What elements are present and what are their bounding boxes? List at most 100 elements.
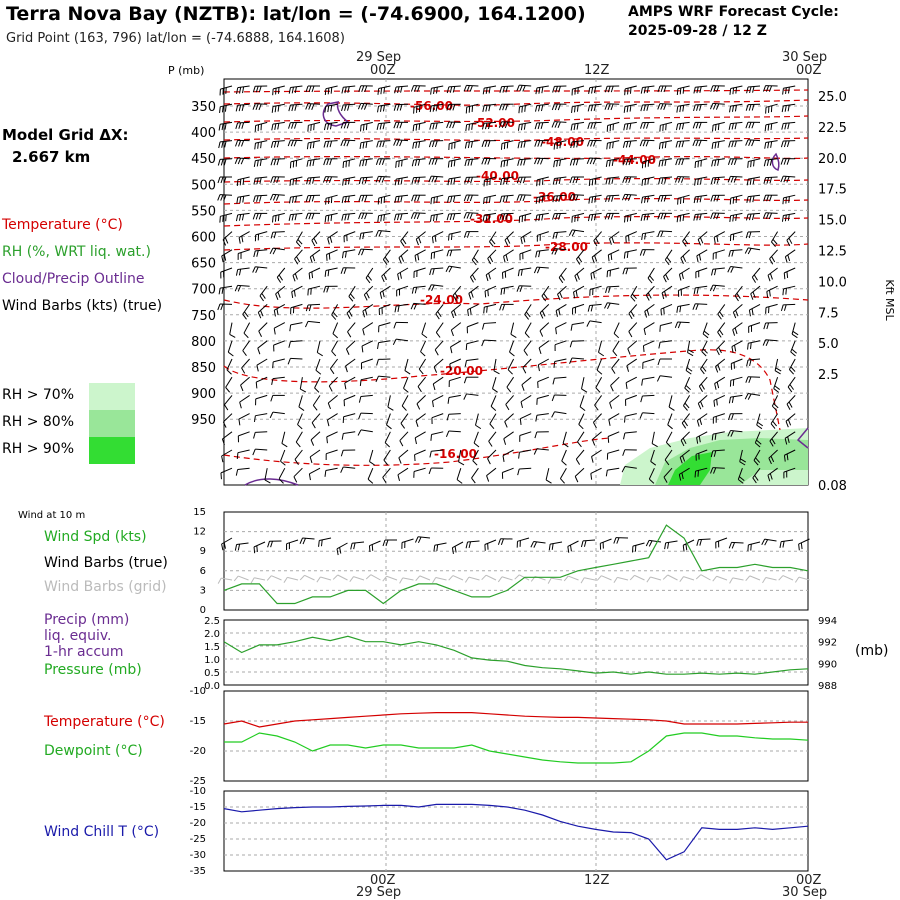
cross-section-wind-barb (745, 231, 761, 239)
cross-section-wind-barb (229, 322, 236, 338)
cross-section-wind-barb (608, 413, 620, 426)
cross-section-wind-barb (238, 231, 250, 244)
cross-section-wind-barb (657, 212, 673, 220)
cross-section-wind-barb (551, 121, 567, 129)
cross-section-wind-barb (341, 431, 356, 440)
cross-section-wind-barb (586, 157, 602, 165)
cross-section-wind-barb (270, 140, 285, 148)
cross-section-wind-barb (469, 267, 479, 283)
cross-section-wind-barb (701, 340, 708, 357)
cross-section-wind-barb (658, 340, 673, 349)
cross-section-wind-barb (622, 158, 637, 166)
cross-section-wind-barb (609, 395, 620, 409)
cross-section-wind-barb (238, 413, 250, 426)
cross-section-wind-barb (253, 176, 268, 185)
cross-section-wind-barb (605, 158, 620, 167)
cross-section-wind-barb (664, 249, 673, 266)
cross-section-wind-barb (710, 449, 725, 458)
cross-section-wind-barb (429, 449, 444, 458)
cross-section-wind-barb (222, 231, 233, 246)
cross-section-wind-barb (536, 231, 549, 242)
bottom-hour-2: 12Z (584, 873, 610, 888)
wind-barb-grid (729, 577, 744, 584)
cross-section-wind-barb (416, 395, 426, 410)
wind-barb-grid (547, 577, 563, 584)
cross-section-wind-barb (516, 285, 532, 292)
cross-section-wind-barb (645, 285, 655, 301)
wind-barb-true (779, 539, 794, 548)
cross-section-wind-barb (533, 266, 549, 274)
cross-section-wind-barb (290, 303, 303, 315)
cross-section-wind-barb (324, 467, 338, 477)
cross-section-wind-barb (365, 267, 374, 284)
cross-section-wind-barb (377, 212, 391, 223)
cross-section-wind-barb (235, 467, 250, 476)
cross-section-wind-barb (551, 411, 567, 418)
cross-section-wind-barb (577, 431, 585, 448)
cross-section-wind-barb (288, 121, 303, 129)
wind-barb-true (664, 540, 678, 550)
cross-section-wind-barb (641, 158, 655, 169)
cross-section-wind-barb (729, 103, 743, 113)
temp-panel-frame (223, 690, 809, 782)
cross-section-wind-barb (387, 395, 394, 411)
legend-precip-accum: 1-hr accum (44, 644, 124, 660)
wind-barb-true (286, 539, 299, 551)
cross-section-wind-barb (295, 231, 303, 248)
cross-section-wind-barb (624, 413, 637, 423)
cross-section-wind-barb (428, 175, 444, 183)
cross-section-wind-barb (625, 376, 638, 389)
cross-section-wind-barb (659, 121, 673, 132)
cross-section-wind-barb (555, 322, 567, 335)
isotherm-label: -40.00 (476, 169, 519, 183)
cross-section-wind-barb (729, 212, 743, 223)
cross-section-wind-barb (481, 322, 497, 330)
cross-section-wind-barb (504, 413, 514, 428)
cross-section-wind-barb (254, 121, 268, 132)
temp-tick-label: -15 (190, 716, 206, 727)
cross-section-wind-barb (253, 194, 268, 203)
wind-barb-true (580, 539, 596, 548)
wind-barb-true (318, 537, 332, 547)
cross-section-wind-barb (623, 431, 637, 440)
cross-section-wind-barb (545, 468, 552, 484)
cross-section-wind-barb (729, 85, 743, 95)
cross-section-wind-barb (579, 395, 586, 411)
wind-barb-grid (497, 576, 513, 583)
cross-section-wind-barb (463, 194, 479, 202)
cross-section-wind-barb (692, 139, 708, 147)
cross-section-wind-barb (345, 340, 356, 355)
cross-section-wind-barb (731, 340, 743, 353)
cross-section-wind-barb (326, 249, 338, 261)
cross-section-wind-barb (367, 468, 374, 484)
cross-section-wind-barb (700, 358, 708, 375)
cross-section-wind-barb (450, 340, 462, 354)
cross-section-wind-barb (492, 377, 498, 393)
cross-section-wind-barb (569, 194, 585, 201)
cross-section-wind-barb (535, 212, 549, 222)
wind-barb-true (798, 538, 810, 551)
cross-section-wind-barb (745, 376, 761, 383)
cross-section-wind-barb (226, 358, 233, 375)
cross-section-wind-barb (728, 413, 743, 420)
cross-section-wind-barb (784, 249, 796, 263)
cross-section-wind-barb (628, 304, 638, 320)
cross-section-wind-barb (676, 303, 690, 313)
cross-section-wind-barb (236, 176, 250, 187)
cross-section-wind-barb (534, 431, 549, 439)
cross-section-wind-barb (591, 249, 602, 264)
cross-section-wind-barb (581, 377, 588, 393)
cross-section-wind-barb (695, 449, 708, 461)
cross-section-wind-barb (273, 303, 286, 317)
cross-section-wind-barb (411, 285, 426, 294)
height-tick-label: 20.0 (818, 152, 847, 167)
cross-section-wind-barb (395, 158, 409, 168)
cross-section-wind-barb (572, 303, 585, 315)
cross-section-wind-barb (517, 140, 532, 149)
cross-section-wind-barb (220, 467, 233, 480)
cross-section-wind-barb (516, 194, 532, 202)
windchill-panel-frame (223, 790, 809, 872)
cross-section-wind-barb (745, 103, 761, 111)
cross-section-wind-barb (640, 85, 655, 94)
cross-section-wind-barb (710, 467, 725, 474)
